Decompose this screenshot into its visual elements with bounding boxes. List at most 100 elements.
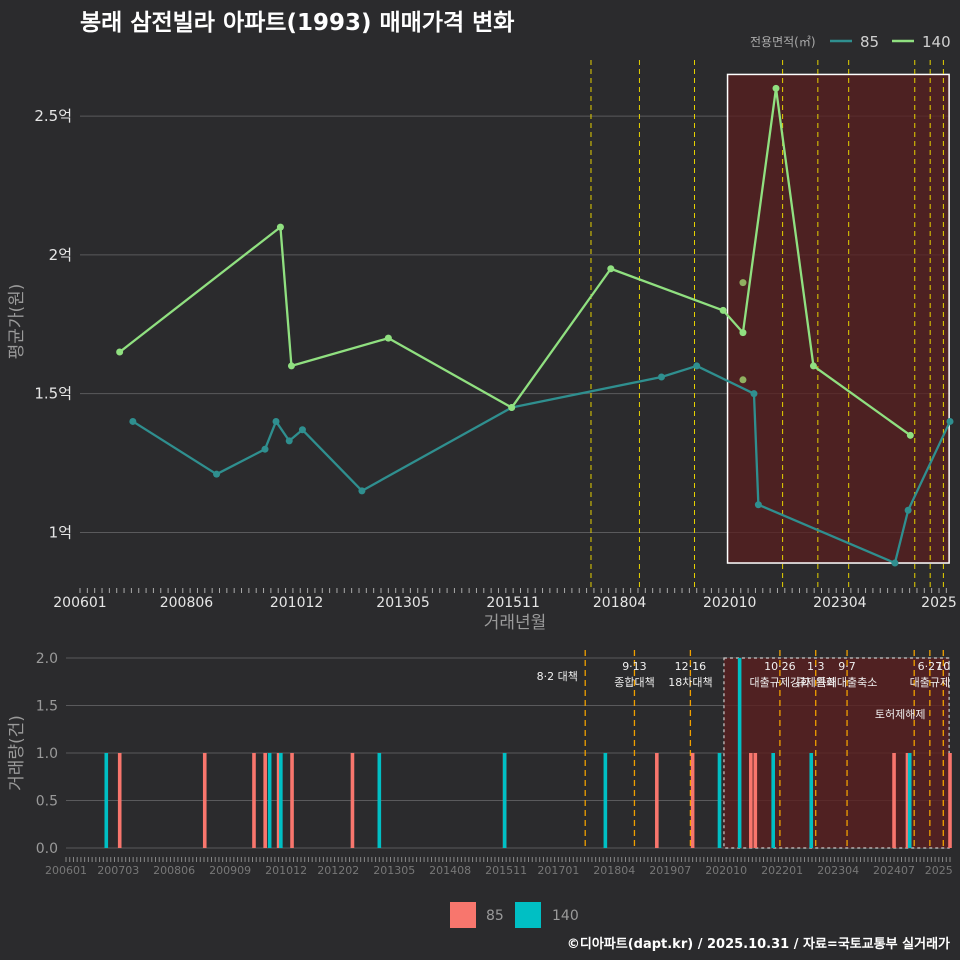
bar-140 bbox=[717, 753, 722, 848]
policy-annotation: 12·16 bbox=[675, 660, 707, 673]
bar-140 bbox=[104, 753, 109, 848]
footer-credit: ©디아파트(dapt.kr) / 2025.10.31 / 자료=국토교통부 실… bbox=[567, 936, 950, 952]
data-point-140 bbox=[287, 362, 295, 370]
x-tick-label: 200806 bbox=[160, 595, 214, 611]
policy-annotation: 10 bbox=[936, 660, 950, 673]
highlight-box bbox=[726, 73, 950, 564]
bar-85 bbox=[350, 753, 355, 848]
bar-140 bbox=[907, 753, 912, 848]
x-tick-label: 201701 bbox=[537, 864, 579, 877]
data-point-85 bbox=[129, 417, 137, 425]
bar-85 bbox=[290, 753, 294, 848]
bar-85 bbox=[905, 753, 910, 848]
data-point-85 bbox=[946, 417, 954, 425]
bar-140 bbox=[737, 658, 742, 848]
legend-title: 전용면적(㎡) bbox=[750, 35, 816, 49]
data-point-140 bbox=[508, 404, 516, 412]
x-tick-label: 202304 bbox=[817, 864, 859, 877]
y-tick-label: 1.5억 bbox=[34, 385, 72, 403]
data-point-140 bbox=[906, 431, 914, 439]
data-point-85 bbox=[213, 470, 221, 478]
x-tick-label: 201408 bbox=[429, 864, 471, 877]
bar-140 bbox=[279, 753, 283, 848]
x-tick-label: 200806 bbox=[153, 864, 195, 877]
highlight-box bbox=[723, 657, 950, 849]
bar-140 bbox=[377, 753, 382, 848]
bar-85 bbox=[655, 753, 659, 848]
data-point-85 bbox=[272, 417, 280, 425]
data-point-140 bbox=[384, 334, 392, 342]
bottom-legend: 85 140 bbox=[450, 902, 579, 928]
bar-140 bbox=[502, 753, 507, 848]
chart-title: 봉래 삼전빌라 아파트(1993) 매매가격 변화 bbox=[80, 10, 514, 36]
data-point-85 bbox=[298, 426, 306, 434]
data-point-140 bbox=[276, 223, 284, 231]
bar-140 bbox=[809, 753, 814, 848]
policy-annotation: 1·3 bbox=[807, 660, 825, 673]
x-tick-label: 200909 bbox=[209, 864, 251, 877]
data-point-140 bbox=[809, 362, 817, 370]
legend-label-140: 140 bbox=[922, 33, 951, 51]
policy-annotation: 대출규제 bbox=[910, 676, 950, 689]
bar-85 bbox=[690, 753, 695, 848]
data-point-85 bbox=[261, 445, 269, 453]
x-tick-label: 201511 bbox=[485, 864, 527, 877]
y-tick-label: 2.0 bbox=[36, 651, 58, 667]
x-tick-label: 201305 bbox=[376, 595, 429, 611]
y-tick-label: 0.0 bbox=[36, 841, 58, 857]
x-tick-label: 202304 bbox=[813, 595, 867, 611]
bar-85 bbox=[749, 753, 753, 848]
data-point-140 bbox=[772, 84, 780, 92]
data-point-140 bbox=[607, 265, 615, 273]
policy-annotation: 특례대출축소 bbox=[817, 676, 878, 689]
legend-label-85: 85 bbox=[860, 33, 879, 51]
data-point-extra bbox=[739, 279, 747, 287]
legend-swatch-85 bbox=[450, 902, 476, 928]
x-tick-label: 201804 bbox=[593, 595, 647, 611]
x-tick-label: 2025 bbox=[921, 595, 957, 611]
x-tick-label: 200703 bbox=[97, 864, 139, 877]
x-tick-label: 2025 bbox=[925, 864, 953, 877]
x-tick-label: 201305 bbox=[373, 864, 415, 877]
data-point-85 bbox=[754, 501, 762, 509]
x-tick-label: 201202 bbox=[317, 864, 359, 877]
bar-85 bbox=[117, 753, 122, 848]
data-point-140 bbox=[719, 306, 727, 314]
x-tick-label: 200601 bbox=[53, 595, 106, 611]
x-tick-label: 202407 bbox=[873, 864, 915, 877]
top-legend: 전용면적(㎡) 85 140 bbox=[750, 33, 951, 51]
legend-swatch-140 bbox=[515, 902, 541, 928]
bar-85 bbox=[753, 753, 758, 848]
data-point-85 bbox=[693, 362, 701, 370]
legend2-label-85: 85 bbox=[486, 908, 504, 924]
bar-85 bbox=[276, 753, 281, 848]
bar-140 bbox=[267, 753, 272, 848]
x-tick-label: 201012 bbox=[265, 864, 307, 877]
x-tick-label: 201804 bbox=[593, 864, 635, 877]
policy-annotation: 규제완화 bbox=[795, 676, 835, 689]
x-tick-label: 202010 bbox=[703, 595, 756, 611]
data-point-85 bbox=[891, 559, 899, 567]
y-tick-label: 2.5억 bbox=[34, 107, 72, 125]
y-axis-label: 평균가(원) bbox=[7, 284, 27, 360]
bar-140 bbox=[771, 753, 775, 848]
bar-85 bbox=[948, 753, 952, 848]
data-point-85 bbox=[750, 390, 758, 398]
y-tick-label: 2억 bbox=[49, 246, 72, 264]
x-tick-label: 200601 bbox=[45, 864, 87, 877]
policy-annotation: 9·7 bbox=[838, 660, 856, 673]
x-tick-label: 201907 bbox=[649, 864, 691, 877]
policy-annotation: 대출규제강화 bbox=[750, 676, 811, 689]
data-point-extra bbox=[739, 376, 747, 384]
bar-85 bbox=[202, 753, 207, 848]
data-point-85 bbox=[657, 373, 665, 381]
policy-annotation: 6·27 bbox=[918, 660, 943, 673]
policy-annotation: 토허제해제 bbox=[875, 707, 926, 721]
policy-annotation: 18차대책 bbox=[668, 676, 712, 689]
bar-85 bbox=[252, 753, 256, 848]
x-tick-label: 201511 bbox=[486, 595, 539, 611]
legend2-label-140: 140 bbox=[552, 908, 579, 924]
policy-annotation: 8·2 대책 bbox=[537, 670, 578, 683]
policy-annotation: 10·26 bbox=[764, 660, 796, 673]
price-chart: 1억 1.5억 2억 2.5억 200601 200806 201012 201305 2015… bbox=[7, 60, 957, 633]
